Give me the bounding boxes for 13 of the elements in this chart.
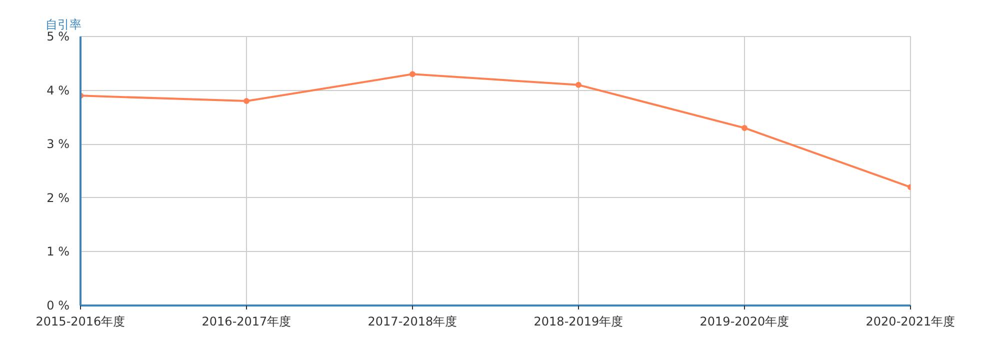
y-tick-label: 2 % (46, 190, 70, 205)
y-axis-title: 自引率 (46, 18, 82, 32)
x-tick-label: 2018-2019年度 (534, 314, 624, 328)
x-tick-label: 2015-2016年度 (36, 314, 126, 328)
x-tick-label: 2019-2020年度 (700, 314, 790, 328)
y-tick-label: 5 % (46, 30, 70, 44)
x-tick-label: 2017-2018年度 (368, 314, 458, 328)
y-tick-label: 0 % (46, 298, 70, 312)
y-tick-label: 3 % (46, 137, 70, 152)
y-tick-label: 1 % (46, 244, 70, 259)
y-tick-label: 4 % (46, 83, 70, 98)
x-tick-label: 2016-2017年度 (202, 314, 292, 328)
x-tick-label: 2020-2021年度 (866, 314, 956, 328)
